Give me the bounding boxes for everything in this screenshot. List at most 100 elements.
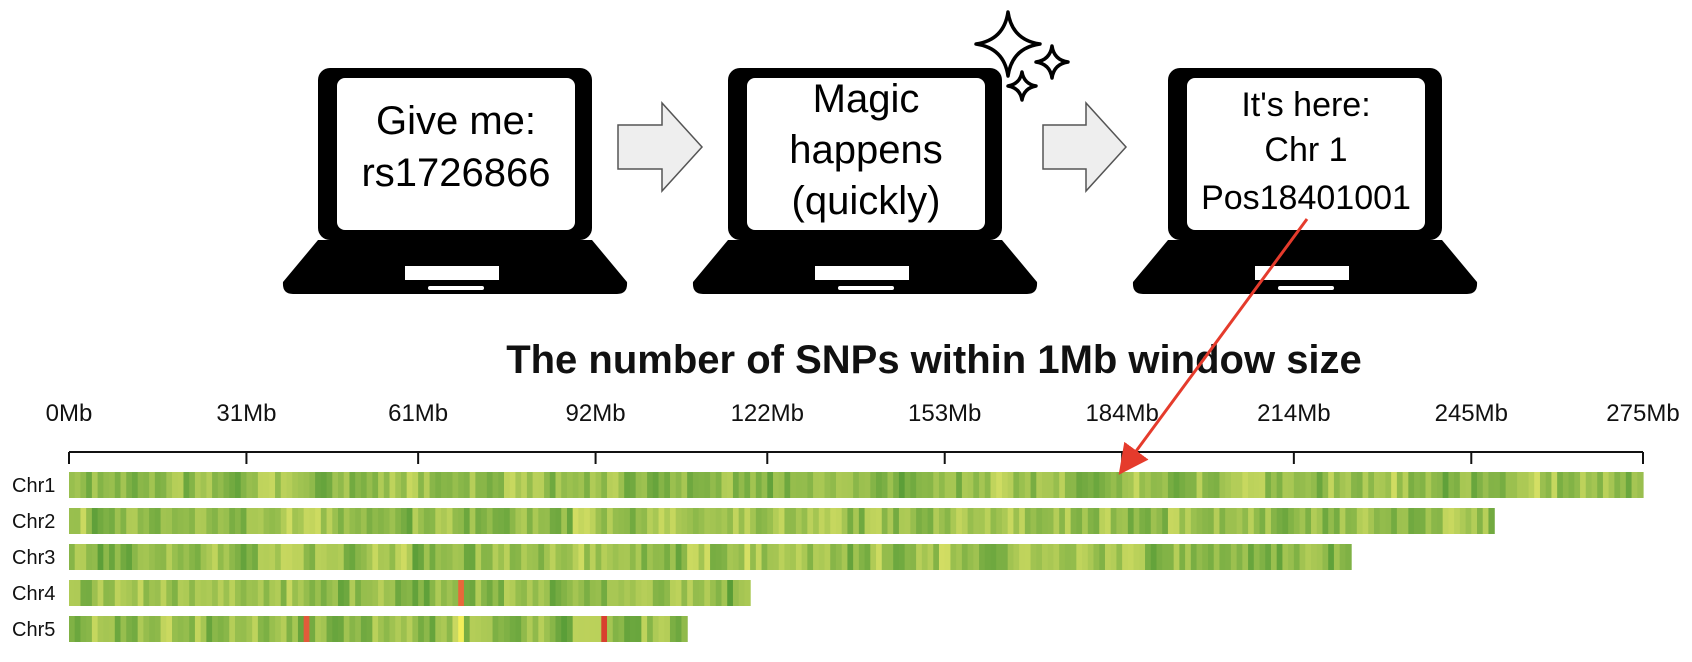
density-cell xyxy=(755,544,763,570)
density-cell xyxy=(372,544,379,570)
density-cell xyxy=(200,472,207,498)
density-cell xyxy=(738,472,745,498)
density-cell xyxy=(818,544,826,570)
density-cell xyxy=(1116,508,1123,534)
density-cell xyxy=(292,580,299,606)
density-cell xyxy=(1328,544,1335,570)
density-cell xyxy=(521,508,528,534)
density-cell xyxy=(973,508,980,534)
density-cell xyxy=(429,616,436,642)
density-cell xyxy=(1333,508,1341,534)
density-cell xyxy=(1042,544,1049,570)
density-cell xyxy=(263,544,270,570)
density-cell xyxy=(801,508,808,534)
density-cell xyxy=(1505,472,1512,498)
density-cell xyxy=(1059,508,1066,534)
density-cell xyxy=(217,472,225,498)
density-cell xyxy=(189,472,196,498)
density-cell xyxy=(212,508,219,534)
density-cell xyxy=(847,508,854,534)
density-cell xyxy=(584,544,591,570)
density-cell xyxy=(475,616,482,642)
density-cell xyxy=(463,472,471,498)
density-cell xyxy=(400,544,408,570)
density-cell xyxy=(532,472,539,498)
density-cell xyxy=(286,472,293,498)
density-cell xyxy=(229,616,236,642)
density-cell xyxy=(320,544,328,570)
density-cell xyxy=(618,580,625,606)
density-cell xyxy=(835,508,843,534)
density-cell xyxy=(234,544,242,570)
density-cell xyxy=(589,508,597,534)
density-cell xyxy=(1219,472,1226,498)
density-cell xyxy=(1436,508,1444,534)
density-cell xyxy=(1419,472,1427,498)
density-cell xyxy=(1087,544,1095,570)
density-cell xyxy=(1162,544,1169,570)
density-cell xyxy=(1534,472,1541,498)
density-cell xyxy=(1253,472,1261,498)
density-cell xyxy=(309,580,316,606)
density-cell xyxy=(492,580,499,606)
x-tick-label: 245Mb xyxy=(1435,400,1508,427)
density-cell xyxy=(149,580,156,606)
density-cell xyxy=(1024,472,1032,498)
density-cell xyxy=(1064,544,1072,570)
density-cell xyxy=(572,472,579,498)
density-cell xyxy=(189,580,196,606)
density-cell xyxy=(1591,472,1598,498)
density-cell xyxy=(647,544,654,570)
density-cell xyxy=(710,580,717,606)
density-cell xyxy=(452,580,459,606)
density-cell xyxy=(566,544,574,570)
density-cell xyxy=(366,544,373,570)
density-cell xyxy=(154,544,162,570)
density-cell xyxy=(492,508,499,534)
density-cell xyxy=(177,472,185,498)
density-cell xyxy=(847,544,854,570)
density-cell xyxy=(504,580,511,606)
density-cell xyxy=(406,544,414,570)
density-cell xyxy=(223,616,230,642)
density-cell xyxy=(1127,508,1135,534)
density-cell xyxy=(1351,508,1358,534)
density-cell xyxy=(1093,472,1100,498)
density-cell xyxy=(486,544,494,570)
density-cell xyxy=(109,508,116,534)
density-cell xyxy=(1024,544,1032,570)
density-cell xyxy=(1110,508,1118,534)
density-cell xyxy=(1528,472,1535,498)
density-cell xyxy=(589,580,597,606)
density-cell xyxy=(257,508,265,534)
density-cell xyxy=(280,580,288,606)
density-cell xyxy=(767,472,774,498)
density-cell xyxy=(486,508,494,534)
density-cell xyxy=(876,544,883,570)
density-cell xyxy=(280,508,288,534)
density-cell xyxy=(584,508,591,534)
density-cell xyxy=(441,472,448,498)
density-cell xyxy=(647,616,654,642)
step-3-line-3: Pos18401001 xyxy=(1201,179,1411,217)
density-cell xyxy=(561,616,568,642)
density-cell xyxy=(870,544,877,570)
density-cell xyxy=(1173,508,1180,534)
density-cell xyxy=(160,616,167,642)
density-cell xyxy=(315,544,322,570)
density-cell xyxy=(1425,508,1432,534)
density-cell xyxy=(544,580,551,606)
density-cell xyxy=(607,616,614,642)
density-cell xyxy=(1517,472,1524,498)
density-cell xyxy=(1213,508,1221,534)
density-cell xyxy=(1379,472,1387,498)
density-cell xyxy=(532,580,539,606)
density-cell xyxy=(1585,472,1593,498)
x-axis-ticks: 0Mb 31Mb 61Mb 92Mb 122Mb 153Mb 184Mb 214Mb 245Mb… xyxy=(46,400,1680,464)
density-cell xyxy=(549,616,557,642)
density-cell xyxy=(332,616,339,642)
density-cell xyxy=(509,616,517,642)
density-cell xyxy=(744,508,751,534)
density-cell xyxy=(784,544,791,570)
density-cell xyxy=(950,508,957,534)
